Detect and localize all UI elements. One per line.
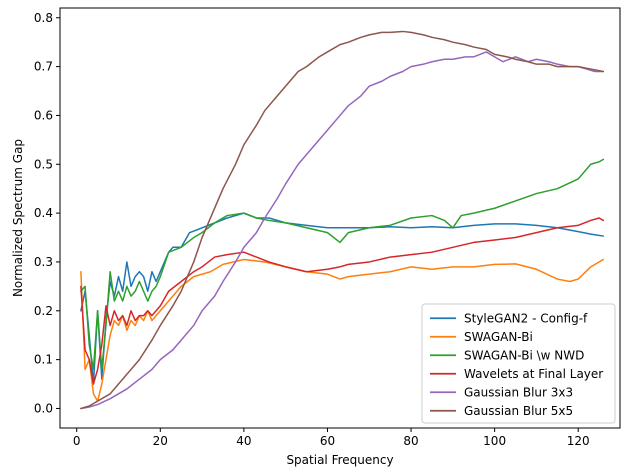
series-line-2 xyxy=(80,258,605,402)
y-axis-ticks: 0.0 0.1 0.2 0.3 0.4 0.5 0.6 0.7 0.8 xyxy=(34,11,60,415)
x-axis-ticks: 0 20 40 60 80 100 120 xyxy=(73,428,590,448)
legend-label: StyleGAN2 - Config-f xyxy=(464,311,588,325)
x-tick-label: 100 xyxy=(483,434,506,448)
x-tick-label: 60 xyxy=(320,434,335,448)
y-tick-label: 0.1 xyxy=(34,353,53,367)
y-tick-label: 0.3 xyxy=(34,255,53,269)
x-tick-label: 120 xyxy=(567,434,590,448)
legend-label: Gaussian Blur 3x3 xyxy=(464,385,573,399)
y-tick-label: 0.6 xyxy=(34,108,53,122)
y-axis-label: Normalized Spectrum Gap xyxy=(11,139,25,297)
y-tick-label: 0.5 xyxy=(34,157,53,171)
legend-label: SWAGAN-Bi xyxy=(464,330,533,344)
y-tick-label: 0.4 xyxy=(34,206,53,220)
x-tick-label: 20 xyxy=(153,434,168,448)
y-tick-label: 0.0 xyxy=(34,401,53,415)
series-line-6 xyxy=(80,30,605,410)
plot-frame xyxy=(59,7,621,429)
y-tick-label: 0.8 xyxy=(34,11,53,25)
x-axis-label: Spatial Frequency xyxy=(286,453,393,467)
plot-lines xyxy=(80,30,605,410)
legend-box xyxy=(421,303,616,424)
legend-label: Gaussian Blur 5x5 xyxy=(464,404,573,418)
series-line-3 xyxy=(80,158,605,371)
y-tick-label: 0.2 xyxy=(34,304,53,318)
legend-label: SWAGAN-Bi \w NWD xyxy=(464,348,584,362)
series-line-5 xyxy=(80,51,605,410)
series-line-4 xyxy=(80,217,605,385)
y-tick-label: 0.7 xyxy=(34,60,53,74)
legend: StyleGAN2 - Config-f SWAGAN-Bi SWAGAN-Bi \… xyxy=(421,303,616,424)
x-tick-label: 80 xyxy=(403,434,418,448)
x-tick-label: 40 xyxy=(236,434,251,448)
legend-label: Wavelets at Final Layer xyxy=(464,367,603,381)
x-tick-label: 0 xyxy=(73,434,81,448)
